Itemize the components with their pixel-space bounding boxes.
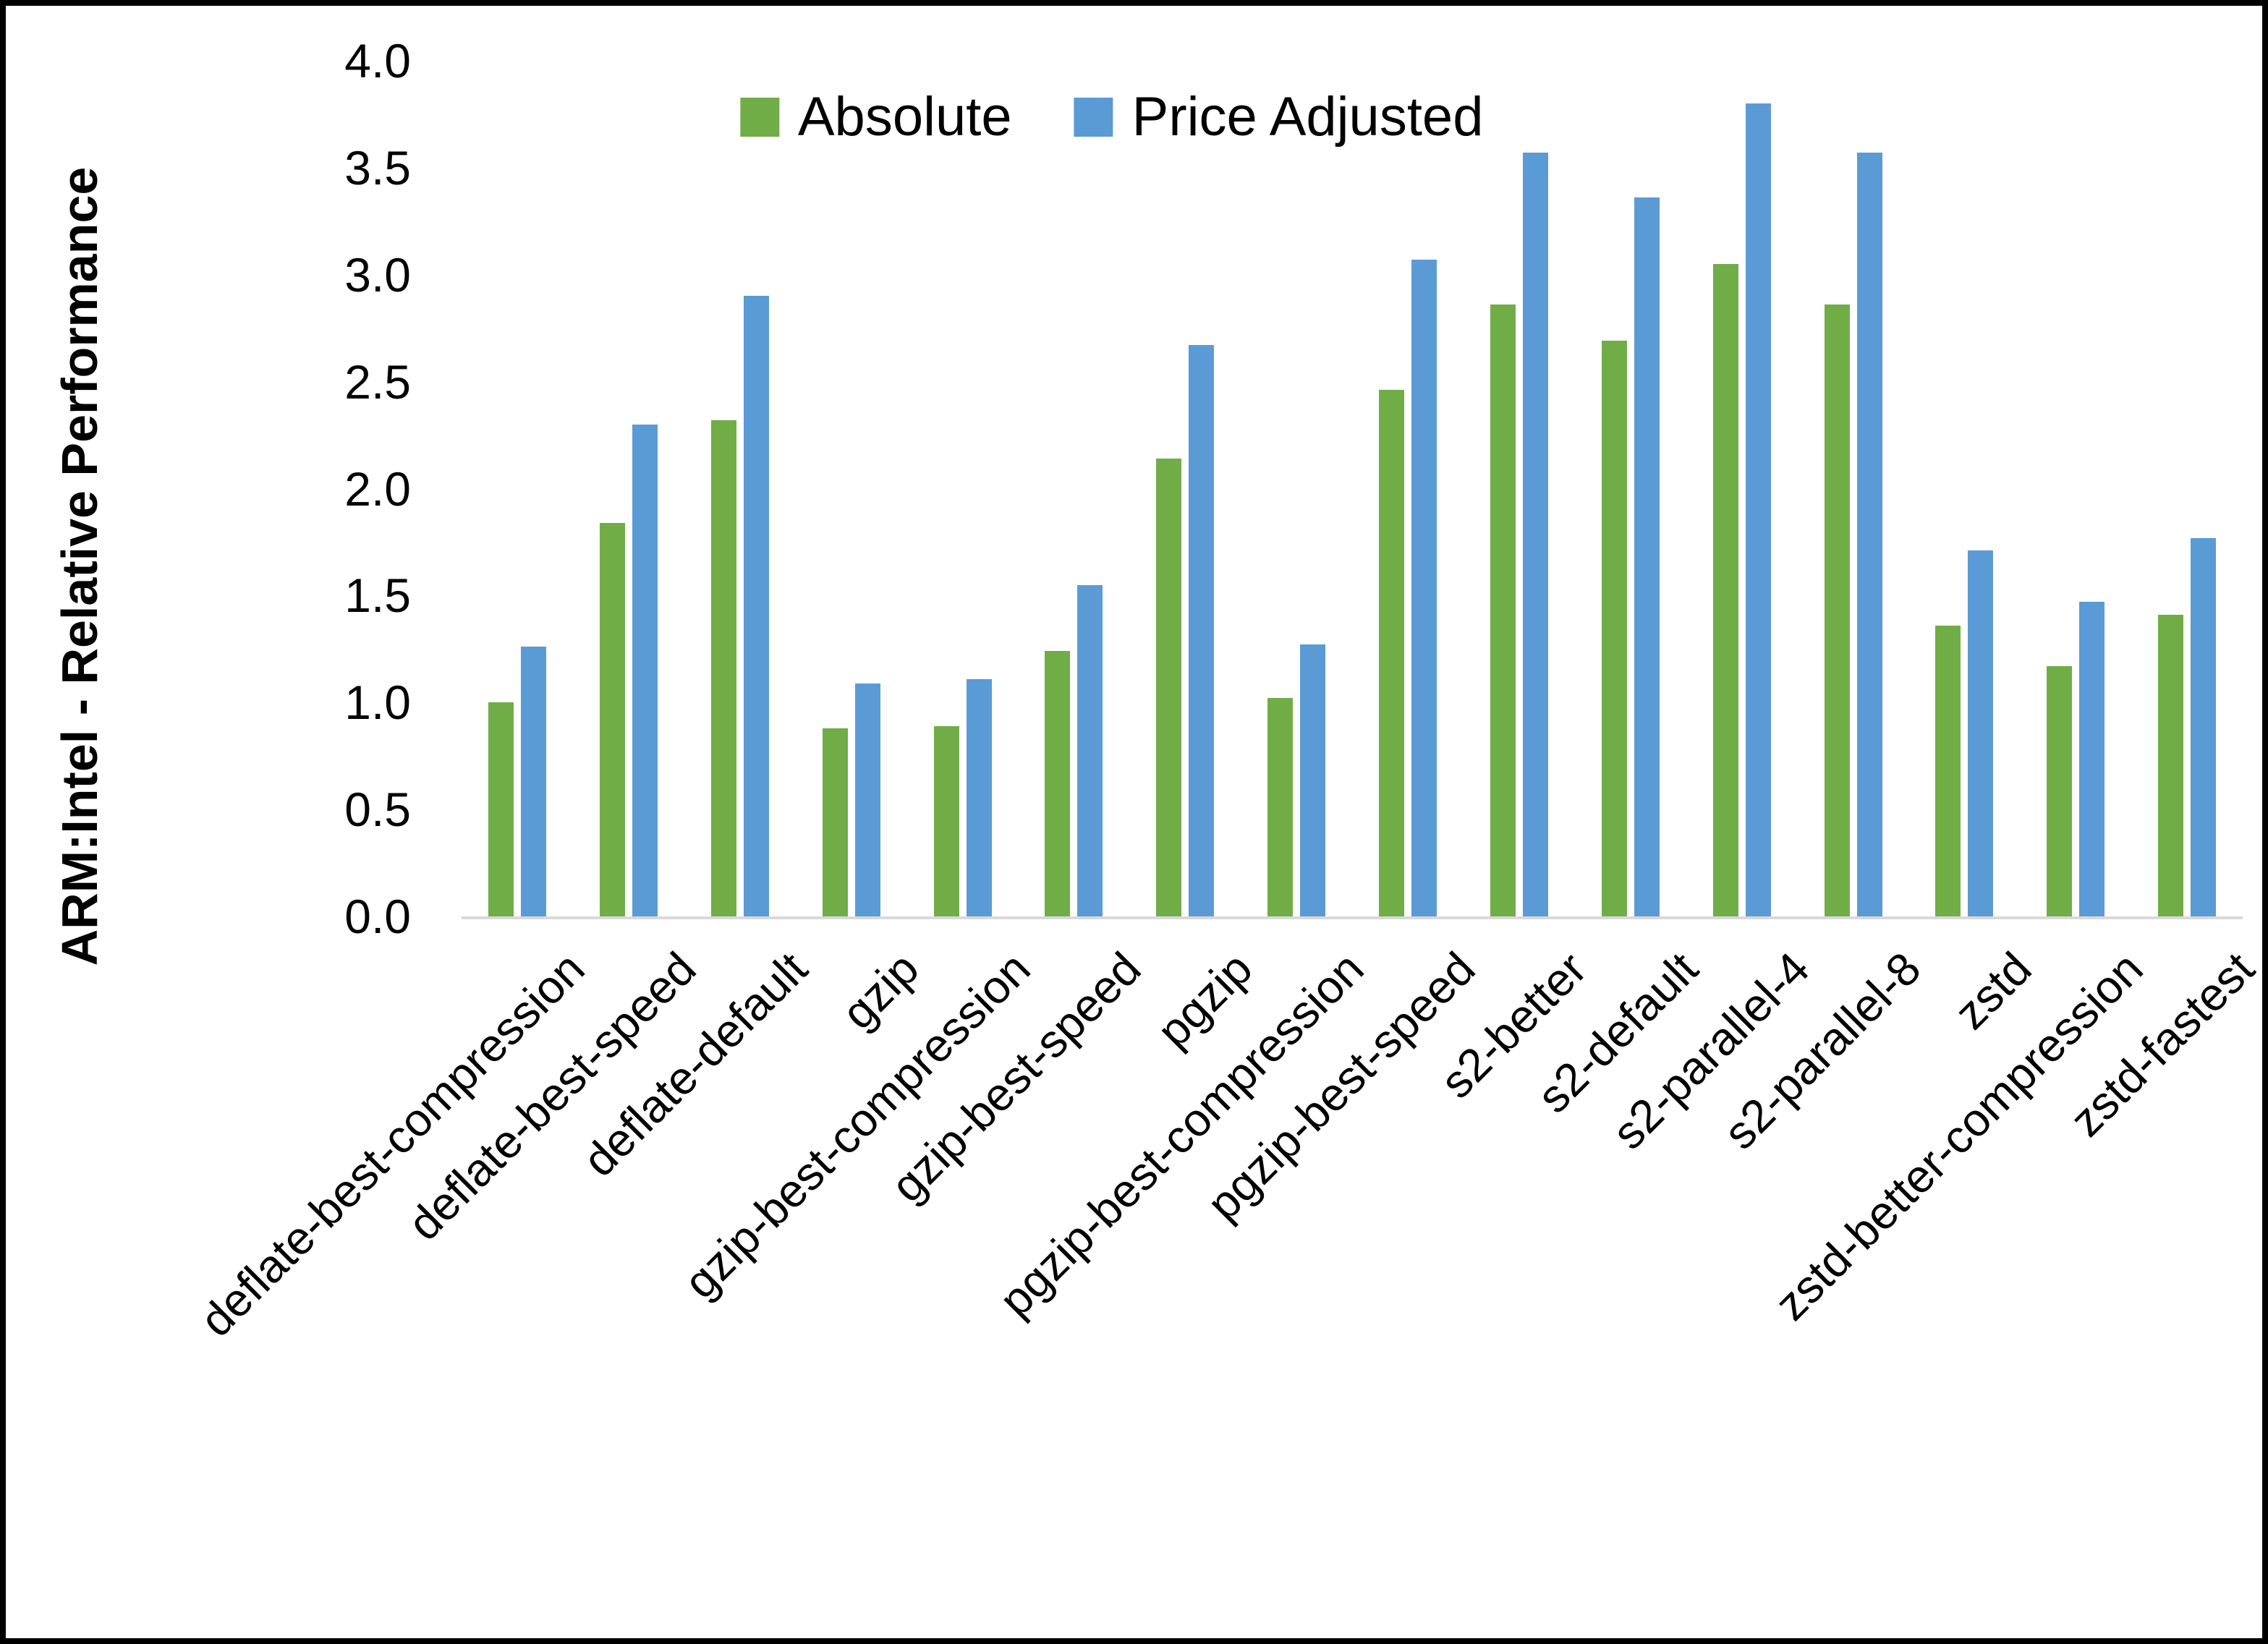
bar-price-adjusted bbox=[743, 296, 769, 916]
y-tick-label: 2.0 bbox=[344, 461, 411, 516]
price-adjusted-swatch-icon bbox=[1074, 97, 1113, 137]
bar-price-adjusted bbox=[1411, 260, 1437, 916]
bar-absolute bbox=[1601, 341, 1627, 916]
y-tick-label: 0.0 bbox=[344, 890, 411, 943]
y-tick-label: 3.0 bbox=[344, 247, 411, 302]
bar-price-adjusted bbox=[521, 647, 546, 916]
bar-price-adjusted bbox=[1077, 584, 1103, 916]
bar-absolute bbox=[1490, 304, 1516, 916]
legend-label-absolute: Absolute bbox=[797, 86, 1012, 148]
bar-price-adjusted bbox=[854, 683, 880, 916]
bar-price-adjusted bbox=[1856, 153, 1882, 916]
y-tick-label: 4.0 bbox=[344, 34, 411, 88]
legend-item-price-adjusted: Price Adjusted bbox=[1074, 85, 1484, 148]
y-tick-label: 3.5 bbox=[344, 140, 411, 195]
bar-absolute bbox=[599, 522, 625, 916]
bar-absolute bbox=[1267, 698, 1294, 916]
bar-absolute bbox=[1824, 304, 1850, 916]
plot-area bbox=[462, 61, 2243, 919]
bar-absolute bbox=[1156, 459, 1182, 916]
bar-absolute bbox=[1045, 651, 1071, 916]
absolute-swatch-icon bbox=[739, 97, 779, 137]
bar-absolute bbox=[933, 725, 959, 916]
bar-price-adjusted bbox=[1968, 550, 1994, 916]
y-tick-label: 1.0 bbox=[344, 676, 411, 730]
bar-absolute bbox=[710, 419, 736, 916]
y-tick-label: 2.5 bbox=[344, 354, 411, 409]
y-tick-label: 1.5 bbox=[344, 568, 411, 623]
bar-price-adjusted bbox=[1745, 103, 1771, 916]
y-tick-label: 0.5 bbox=[344, 783, 411, 837]
bar-absolute bbox=[2158, 615, 2184, 916]
bar-absolute bbox=[2047, 665, 2073, 916]
legend-item-absolute: Absolute bbox=[739, 85, 1012, 148]
bar-price-adjusted bbox=[632, 424, 658, 916]
bar-price-adjusted bbox=[2191, 537, 2217, 916]
bar-price-adjusted bbox=[1634, 197, 1660, 916]
bar-price-adjusted bbox=[1300, 644, 1326, 916]
legend: Absolute Price Adjusted bbox=[739, 85, 1484, 148]
bar-price-adjusted bbox=[1189, 345, 1215, 916]
bar-absolute bbox=[1379, 390, 1404, 916]
bar-absolute bbox=[1935, 625, 1961, 916]
bar-price-adjusted bbox=[966, 678, 992, 916]
bar-price-adjusted bbox=[2079, 602, 2105, 916]
bar-price-adjusted bbox=[1522, 153, 1548, 916]
bar-absolute bbox=[822, 728, 848, 916]
bar-absolute bbox=[1712, 263, 1738, 916]
x-axis-labels: deflate-best-compression deflate-best-spe… bbox=[6, 6, 2262, 1638]
legend-label-price-adjusted: Price Adjusted bbox=[1131, 86, 1484, 148]
bar-absolute bbox=[488, 702, 514, 916]
y-axis-ticks: 0.0 0.5 1.0 1.5 2.0 2.5 3.0 3.5 4.0 bbox=[6, 6, 2262, 1638]
